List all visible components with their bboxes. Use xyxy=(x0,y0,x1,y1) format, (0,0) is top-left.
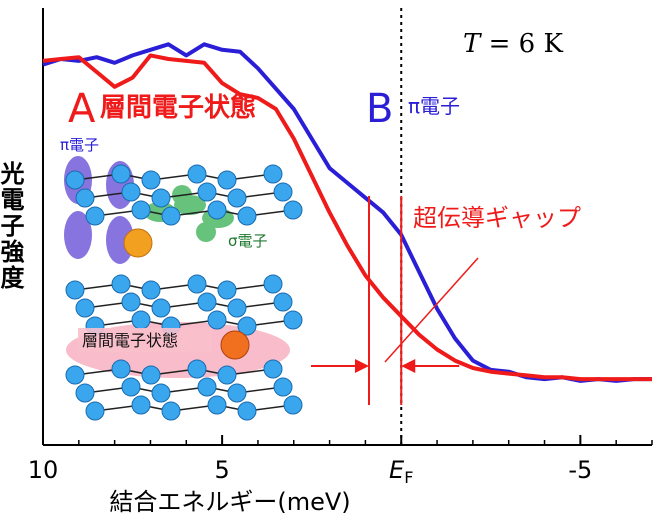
carbon-atom xyxy=(197,182,217,202)
y-axis-title: 光電子強度 xyxy=(0,161,25,291)
carbon-atom xyxy=(283,395,303,415)
gap-label: 超伝導ギャップ xyxy=(413,204,581,232)
carbon-atom xyxy=(207,200,227,220)
carbon-atom xyxy=(121,182,141,202)
carbon-atom xyxy=(217,280,237,300)
carbon-atom xyxy=(207,395,227,415)
carbon-atom xyxy=(187,274,207,294)
carbon-atom xyxy=(151,188,171,208)
carbon-atom xyxy=(131,310,151,330)
series-label-a: A 層間電子状態 xyxy=(68,86,256,132)
carbon-atom xyxy=(227,383,247,403)
carbon-atom xyxy=(75,188,95,208)
carbon-atom xyxy=(65,170,85,190)
carbon-atom xyxy=(75,383,95,403)
carbon-atom xyxy=(187,164,207,184)
carbon-atom xyxy=(263,359,283,379)
carbon-atom xyxy=(85,401,105,421)
x-tick-label: EF xyxy=(389,456,413,487)
carbon-atom xyxy=(273,292,293,312)
carbon-atom xyxy=(141,365,161,385)
carbon-atom xyxy=(237,316,257,336)
inset-interlayer-label-bg xyxy=(78,328,212,352)
carbon-atom xyxy=(121,292,141,312)
carbon-atom xyxy=(207,310,227,330)
carbon-atom xyxy=(237,401,257,421)
carbon-atom xyxy=(273,377,293,397)
svg-text:B: B xyxy=(366,86,393,132)
series-line-a xyxy=(42,53,652,382)
carbon-atom xyxy=(197,292,217,312)
inset-interlayer-label: 層間電子状態 xyxy=(82,331,178,350)
carbon-atom xyxy=(217,170,237,190)
x-axis-title: 結合エネルギー(meV) xyxy=(109,488,350,516)
carbon-atom xyxy=(141,280,161,300)
carbon-atom xyxy=(283,310,303,330)
carbon-atom xyxy=(111,164,131,184)
series-lines xyxy=(42,42,652,383)
svg-text:π電子: π電子 xyxy=(408,94,460,118)
carbon-atom xyxy=(227,188,247,208)
carbon-atom xyxy=(75,298,95,318)
x-ticks: 10 5 EF -5 xyxy=(28,435,653,487)
svg-text:層間電子状態: 層間電子状態 xyxy=(100,92,256,123)
carbon-atom xyxy=(141,170,161,190)
temperature-label: T = 6 K xyxy=(463,29,563,59)
svg-text:A: A xyxy=(68,86,96,132)
crystal-structure-illustration: π電子 σ電子 層間電子状態 xyxy=(60,136,303,421)
x-tick-label: 10 xyxy=(28,456,59,484)
carbon-atom xyxy=(111,274,131,294)
carbon-atom xyxy=(85,206,105,226)
carbon-atom xyxy=(273,182,293,202)
carbon-atom xyxy=(283,200,303,220)
carbon-atom xyxy=(187,359,207,379)
carbon-atom xyxy=(237,206,257,226)
carbon-atom xyxy=(65,280,85,300)
series-label-b: B π電子 xyxy=(366,86,460,132)
carbon-atom xyxy=(151,383,171,403)
carbon-atom xyxy=(111,359,131,379)
plot-frame xyxy=(42,8,652,446)
carbon-atom xyxy=(151,298,171,318)
metal-atom-upper xyxy=(123,228,153,258)
inset-pi-label: π電子 xyxy=(60,136,99,154)
y-axis-label: 光電子強度 xyxy=(0,161,25,291)
carbon-atom xyxy=(263,164,283,184)
carbon-atom xyxy=(263,274,283,294)
graphite-lattice xyxy=(65,164,303,421)
carbon-atom xyxy=(161,401,181,421)
inset-sigma-label: σ電子 xyxy=(228,232,268,250)
x-tick-label: 5 xyxy=(214,456,229,484)
carbon-atom xyxy=(65,365,85,385)
carbon-atom xyxy=(131,395,151,415)
gap-annotation: 超伝導ギャップ xyxy=(310,196,581,405)
x-tick-label: -5 xyxy=(568,456,592,484)
carbon-atom xyxy=(197,377,217,397)
metal-atom-lower xyxy=(220,330,250,360)
carbon-atom xyxy=(227,298,247,318)
carbon-atom xyxy=(161,206,181,226)
carbon-atom xyxy=(131,200,151,220)
gap-pointer-line xyxy=(384,257,479,363)
carbon-atom xyxy=(217,365,237,385)
carbon-atom xyxy=(121,377,141,397)
